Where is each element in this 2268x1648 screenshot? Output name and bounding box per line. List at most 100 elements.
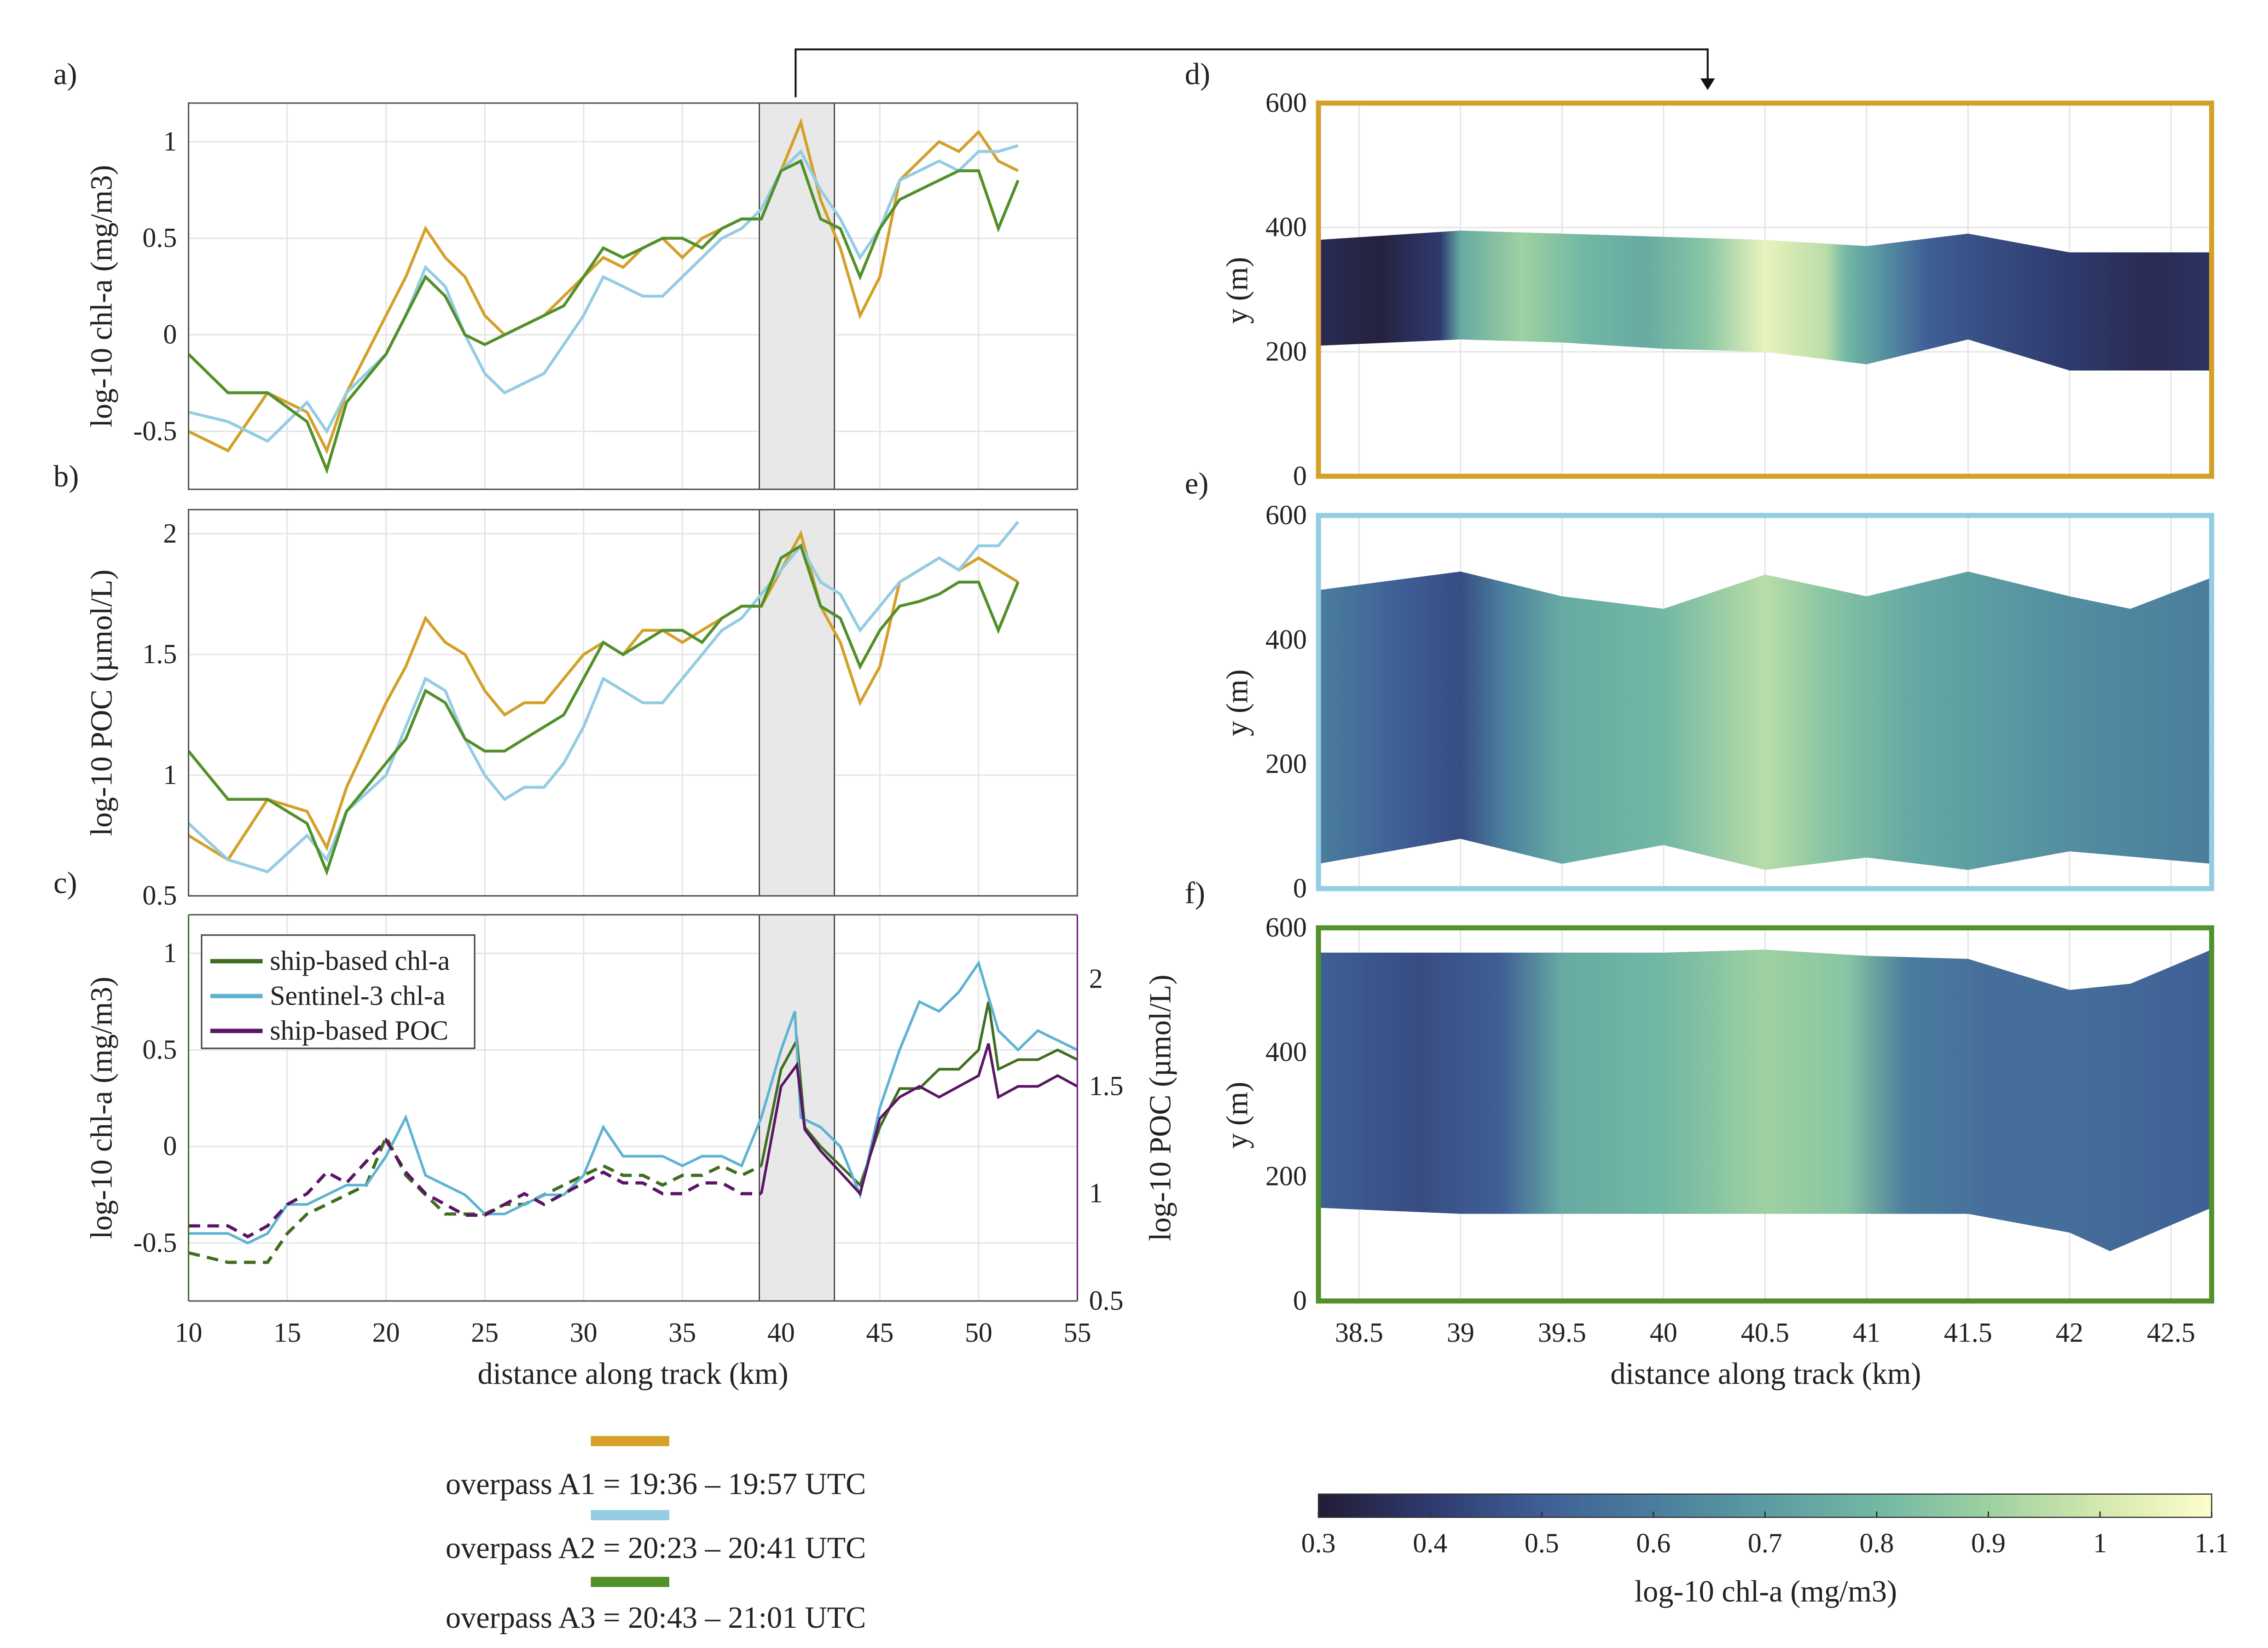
axes-frame [187, 102, 1079, 490]
ytick-label: 200 [1265, 336, 1307, 367]
colorbar-tick-label: 0.4 [1413, 1528, 1447, 1558]
overpass-window-shading [759, 102, 835, 490]
axes-frame [187, 509, 1079, 897]
panel-label-d: d) [1185, 58, 1210, 91]
series-A3 [187, 544, 1020, 876]
ylabel-b: log-10 POC (µmol/L) [85, 569, 118, 836]
ytick-label: 0.5 [142, 1034, 177, 1064]
ytick-label: -0.5 [133, 416, 177, 446]
xtick-label: 42 [2056, 1317, 2083, 1347]
overpass-window-shading [759, 914, 835, 1302]
legend-ship-chl: ship-based chl-a [270, 946, 450, 976]
xtick-label: 35 [668, 1317, 696, 1347]
ytick-label: 1 [163, 126, 177, 156]
legend-sentinel: Sentinel-3 chl-a [270, 980, 445, 1011]
ytick-label: 600 [1265, 500, 1307, 530]
xtick-label: 50 [965, 1317, 992, 1347]
ytick-label: 0 [1293, 873, 1307, 903]
series-A2 [187, 520, 1020, 873]
ytick-label: 600 [1265, 912, 1307, 943]
ytick-label: 200 [1265, 749, 1307, 779]
ytick-label: 0 [163, 1131, 177, 1161]
overpass-a1-swatch [591, 1436, 669, 1446]
xtick-label: 30 [570, 1317, 597, 1347]
xtick-label: 40.5 [1741, 1317, 1789, 1347]
overpass-legend: overpass A1 = 19:36 – 19:57 UTC overpass… [446, 1436, 866, 1635]
colorbar-tick-label: 0.3 [1301, 1528, 1336, 1558]
xtick-label: 41.5 [1944, 1317, 1992, 1347]
swath-heatmap-e [1318, 571, 2212, 870]
series-A1 [188, 117, 1019, 455]
xtick-label: 42.5 [2147, 1317, 2195, 1347]
heatmap-frame-A2 [1316, 513, 2215, 891]
ylabel-f: y (m) [1221, 1081, 1254, 1148]
overpass-a2-label: overpass A2 = 20:23 – 20:41 UTC [446, 1531, 866, 1565]
ytick-label: -0.5 [133, 1227, 177, 1258]
ytick-label: 1.5 [142, 639, 177, 669]
arrow-head-icon [1700, 78, 1715, 90]
legend-c: ship-based chl-a Sentinel-3 chl-a ship-b… [201, 934, 476, 1049]
xtick-label: 39 [1447, 1317, 1474, 1347]
ytick-label: 400 [1265, 1036, 1307, 1067]
overpass-a3-label: overpass A3 = 20:43 – 21:01 UTC [446, 1601, 866, 1635]
ytick-label: 0 [163, 319, 177, 349]
ytick-label: 1 [163, 759, 177, 790]
colorbar-tick-label: 0.6 [1636, 1528, 1671, 1558]
ytick-label: 200 [1265, 1161, 1307, 1191]
xtick-label: 40 [1650, 1317, 1677, 1347]
colorbar-ticks: 0.3 0.4 0.5 0.6 0.7 0.8 0.9 1 1.1 [1301, 1511, 2229, 1558]
ylabel-a: log-10 chl-a (mg/m3) [85, 165, 118, 427]
ytick-label-right: 2 [1089, 963, 1103, 994]
legend-ship-poc: ship-based POC [270, 1015, 448, 1046]
ylabel-e: y (m) [1221, 669, 1254, 736]
ytick-label: 0 [1293, 461, 1307, 491]
colorbar-tick-label: 0.8 [1859, 1528, 1894, 1558]
xlabel-f: distance along track (km) [1610, 1357, 1921, 1391]
xlabel-c: distance along track (km) [477, 1357, 788, 1391]
xtick-label: 25 [471, 1317, 499, 1347]
swath-heatmap-d [1318, 231, 2212, 371]
ylabel-c-right: log-10 POC (µmol/L) [1143, 975, 1177, 1241]
overpass-a1-label: overpass A1 = 19:36 – 19:57 UTC [446, 1468, 866, 1501]
ytick-label: 400 [1265, 624, 1307, 654]
ytick-label: 1 [163, 938, 177, 968]
overpass-window-shading [759, 509, 835, 896]
colorbar-tick-label: 1 [2093, 1528, 2107, 1558]
series-A2 [188, 144, 1019, 443]
xtick-label: 41 [1853, 1317, 1880, 1347]
ylabel-c-left: log-10 chl-a (mg/m3) [85, 977, 118, 1239]
xtick-label: 40 [767, 1317, 795, 1347]
xtick-label: 55 [1063, 1317, 1091, 1347]
colorbar-tick-label: 0.9 [1971, 1528, 2006, 1558]
series-sentinel [188, 960, 1078, 1245]
colorbar-tick-label: 0.5 [1525, 1528, 1559, 1558]
panel-label-c: c) [53, 866, 77, 900]
series-A1 [187, 530, 1019, 862]
ytick-label: 0.5 [142, 880, 177, 911]
xtick-label: 15 [273, 1317, 301, 1347]
ytick-label: 0.5 [142, 223, 177, 253]
series-ship_poc [760, 1043, 1078, 1197]
series-A3 [187, 159, 1020, 474]
panel-label-e: e) [1185, 467, 1208, 501]
panel-label-f: f) [1185, 876, 1205, 910]
ytick-label-right: 1 [1089, 1178, 1103, 1209]
xtick-label: 20 [372, 1317, 400, 1347]
ylabel-d: y (m) [1221, 257, 1254, 324]
colorbar-tick-label: 1.1 [2194, 1528, 2229, 1558]
heatmap-frame-A3 [1316, 925, 2215, 1304]
ytick-label-right: 1.5 [1089, 1071, 1124, 1101]
xtick-label: 45 [866, 1317, 893, 1347]
xtick-label: 38.5 [1335, 1317, 1383, 1347]
overpass-a2-swatch [591, 1510, 669, 1521]
xtick-label: 10 [175, 1317, 203, 1347]
colorbar-tick-label: 0.7 [1748, 1528, 1782, 1558]
ytick-label: 600 [1265, 87, 1307, 118]
xtick-label: 39.5 [1538, 1317, 1586, 1347]
ytick-label-right: 0.5 [1089, 1285, 1124, 1316]
series-ship_poc-dashed [188, 1137, 761, 1239]
panel-label-b: b) [53, 460, 79, 493]
swath-heatmap-f [1318, 949, 2212, 1251]
